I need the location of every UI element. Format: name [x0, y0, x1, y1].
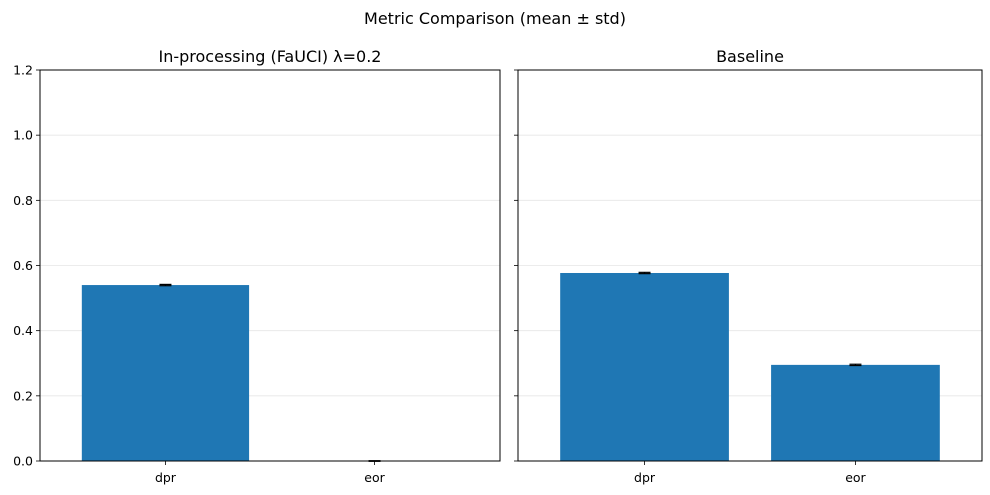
- panel-fauci: In-processing (FaUCI) λ=0.2 0.0 0.2 0.4 0.6 0…: [13, 47, 501, 485]
- x-tick-label-eor: eor: [845, 470, 866, 485]
- y-tick-label: 1.2: [13, 63, 33, 78]
- y-tick-label: 0.6: [13, 258, 33, 273]
- x-tick-label-dpr: dpr: [155, 470, 177, 485]
- panel-baseline: Baseline dpr eor: [514, 47, 983, 485]
- y-tick-label: 0.8: [13, 193, 33, 208]
- panel-title: In-processing (FaUCI) λ=0.2: [159, 47, 382, 66]
- y-tick-label: 0.0: [13, 454, 33, 469]
- bar-eor: [771, 364, 940, 461]
- y-tick-label: 0.2: [13, 388, 33, 403]
- axes-frame: [517, 69, 983, 462]
- y-tick-label: 1.0: [13, 128, 33, 143]
- axes-frame: [39, 69, 501, 462]
- bar-dpr: [560, 272, 729, 461]
- y-tick-label: 0.4: [13, 323, 33, 338]
- x-tick-label-eor: eor: [364, 470, 385, 485]
- x-tick-label-dpr: dpr: [634, 470, 656, 485]
- panel-title: Baseline: [716, 47, 784, 66]
- bar-dpr: [81, 285, 250, 461]
- figure-title: Metric Comparison (mean ± std): [364, 9, 626, 28]
